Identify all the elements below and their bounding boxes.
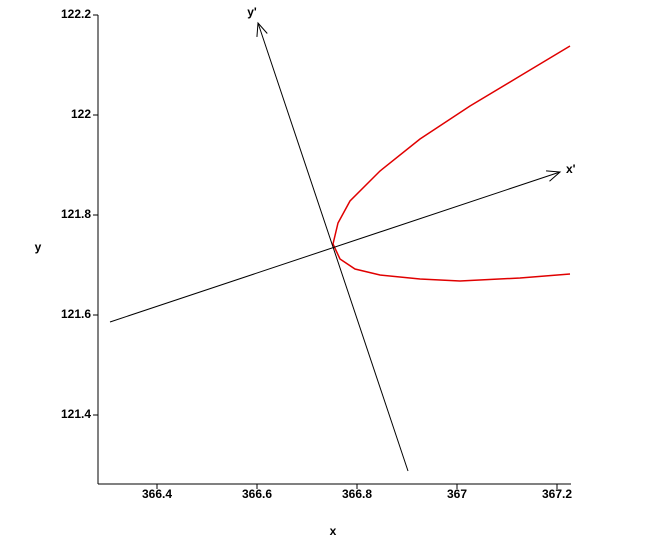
y-axis-label: y (35, 240, 42, 254)
series-line (109, 171, 561, 323)
y-tick-label: 122 (71, 107, 91, 121)
x-tick-label: 366.4 (142, 487, 172, 501)
x-tick-label: 367 (447, 487, 467, 501)
y-tick-label: 122.2 (61, 7, 91, 21)
annotation: x' (566, 162, 576, 176)
series-line (257, 22, 409, 472)
y-tick-label: 121.8 (61, 207, 91, 221)
x-tick-label: 366.6 (242, 487, 272, 501)
x-tick-label: 367.2 (542, 487, 572, 501)
y-tick-label: 121.6 (61, 307, 91, 321)
axis-arrowhead (256, 21, 268, 37)
annotation: y' (247, 5, 257, 19)
x-axis-label: x (330, 524, 337, 538)
y-tick-label: 121.4 (61, 407, 91, 421)
axis-arrowhead (546, 170, 562, 182)
series-line (332, 45, 571, 282)
x-tick-label: 366.8 (342, 487, 372, 501)
